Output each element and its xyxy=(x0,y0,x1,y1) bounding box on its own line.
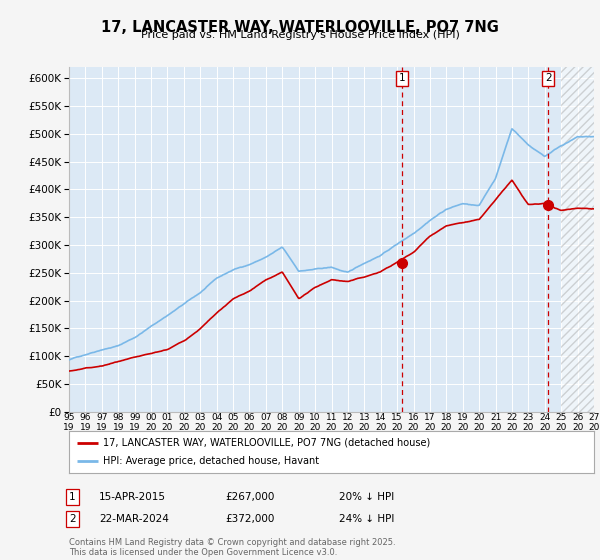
Text: 20% ↓ HPI: 20% ↓ HPI xyxy=(339,492,394,502)
Text: 2: 2 xyxy=(545,73,551,83)
Text: 1: 1 xyxy=(399,73,406,83)
Bar xyxy=(561,67,594,412)
Text: Price paid vs. HM Land Registry's House Price Index (HPI): Price paid vs. HM Land Registry's House … xyxy=(140,30,460,40)
Text: 15-APR-2015: 15-APR-2015 xyxy=(99,492,166,502)
Text: 22-MAR-2024: 22-MAR-2024 xyxy=(99,514,169,524)
Text: 2: 2 xyxy=(69,514,76,524)
Text: 1: 1 xyxy=(69,492,76,502)
Text: Contains HM Land Registry data © Crown copyright and database right 2025.
This d: Contains HM Land Registry data © Crown c… xyxy=(69,538,395,557)
Text: 24% ↓ HPI: 24% ↓ HPI xyxy=(339,514,394,524)
Text: £372,000: £372,000 xyxy=(225,514,274,524)
Text: £267,000: £267,000 xyxy=(225,492,274,502)
Text: 17, LANCASTER WAY, WATERLOOVILLE, PO7 7NG: 17, LANCASTER WAY, WATERLOOVILLE, PO7 7N… xyxy=(101,20,499,35)
Text: 17, LANCASTER WAY, WATERLOOVILLE, PO7 7NG (detached house): 17, LANCASTER WAY, WATERLOOVILLE, PO7 7N… xyxy=(103,438,430,448)
Text: HPI: Average price, detached house, Havant: HPI: Average price, detached house, Hava… xyxy=(103,456,319,466)
